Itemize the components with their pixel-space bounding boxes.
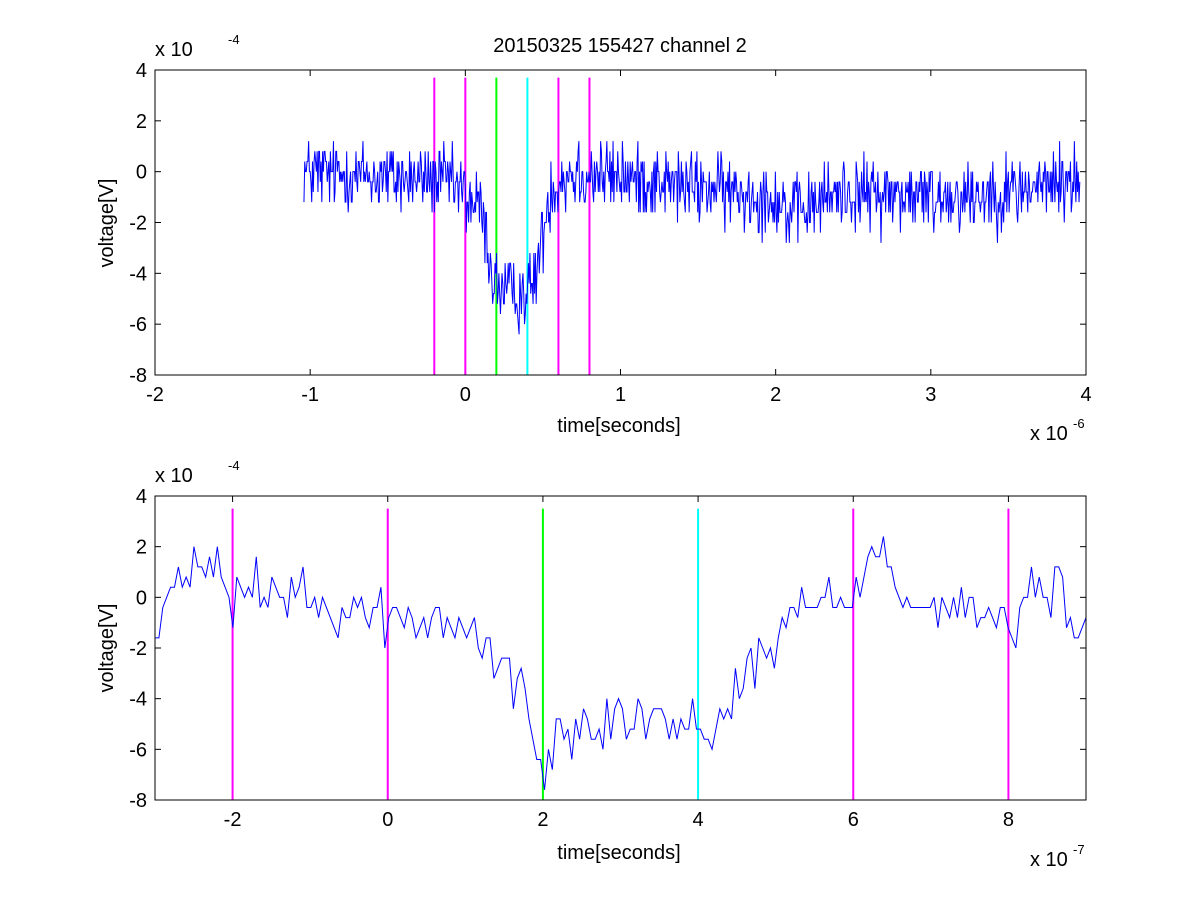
- x-tick-label: 0: [460, 384, 471, 406]
- x-tick-label: -2: [146, 384, 164, 406]
- y-tick-label: -2: [129, 638, 147, 660]
- top-x-exponent-label: x 10: [1030, 423, 1068, 445]
- x-tick-label: 4: [1080, 384, 1091, 406]
- top-y-ticks: 4 2 0 -2 -4 -6 -8: [129, 60, 1086, 387]
- y-tick-label: -4: [129, 689, 147, 711]
- y-tick-label: 0: [136, 587, 147, 609]
- y-tick-label: -6: [129, 314, 147, 336]
- x-tick-label: 2: [770, 384, 781, 406]
- bottom-x-exponent-value: -7: [1073, 842, 1085, 857]
- top-x-ticks: -2 -1 0 1 2 3 4: [146, 70, 1092, 406]
- signal-line: [303, 141, 1081, 335]
- x-tick-label: 4: [693, 809, 704, 831]
- y-tick-label: -4: [129, 263, 147, 285]
- y-tick-label: 4: [136, 486, 147, 508]
- bottom-x-axis-label: time[seconds]: [557, 842, 680, 864]
- bottom-markers: [231, 508, 1010, 800]
- y-tick-label: -8: [129, 365, 147, 387]
- top-x-axis-label: time[seconds]: [557, 415, 680, 437]
- top-y-exponent-label: x 10: [155, 39, 193, 61]
- bottom-y-ticks: 4 2 0 -2 -4 -6 -8: [129, 486, 1086, 812]
- y-tick-label: -2: [129, 213, 147, 235]
- top-markers: [433, 77, 591, 375]
- bottom-x-exponent: x 10 -7: [1030, 842, 1085, 871]
- y-tick-label: -8: [129, 790, 147, 812]
- plot-top: 20150325 155427 channel 2 x 10 -4 x 10 -…: [96, 32, 1092, 445]
- y-tick-label: 4: [136, 60, 147, 82]
- top-y-exponent-value: -4: [228, 32, 240, 47]
- top-x-exponent: x 10 -6: [1030, 416, 1085, 445]
- bottom-axes-box: [154, 495, 1087, 801]
- bottom-y-exponent-label: x 10: [155, 465, 193, 487]
- y-tick-label: 0: [136, 162, 147, 184]
- x-tick-label: 3: [925, 384, 936, 406]
- top-axes-box: [154, 69, 1087, 376]
- bottom-series: [155, 536, 1087, 790]
- y-tick-label: -6: [129, 739, 147, 761]
- plot-bottom: x 10 -4 x 10 -7 time[seconds] voltage[V]…: [96, 458, 1087, 871]
- signal-line: [155, 536, 1087, 790]
- chart-title: 20150325 155427 channel 2: [493, 35, 747, 57]
- top-x-exponent-value: -6: [1073, 416, 1085, 431]
- top-y-exponent: x 10 -4: [155, 32, 240, 61]
- x-tick-label: -2: [224, 809, 242, 831]
- x-tick-label: 2: [537, 809, 548, 831]
- y-tick-label: 2: [136, 111, 147, 133]
- bottom-x-exponent-label: x 10: [1030, 849, 1068, 871]
- x-tick-label: 0: [382, 809, 393, 831]
- bottom-y-exponent: x 10 -4: [155, 458, 240, 487]
- y-tick-label: 2: [136, 537, 147, 559]
- bottom-y-exponent-value: -4: [228, 458, 240, 473]
- x-tick-label: 6: [848, 809, 859, 831]
- x-tick-label: 8: [1003, 809, 1014, 831]
- top-series: [303, 141, 1081, 335]
- x-tick-label: 1: [615, 384, 626, 406]
- x-tick-label: -1: [301, 384, 319, 406]
- bottom-y-axis-label: voltage[V]: [96, 604, 118, 693]
- top-y-axis-label: voltage[V]: [96, 179, 118, 268]
